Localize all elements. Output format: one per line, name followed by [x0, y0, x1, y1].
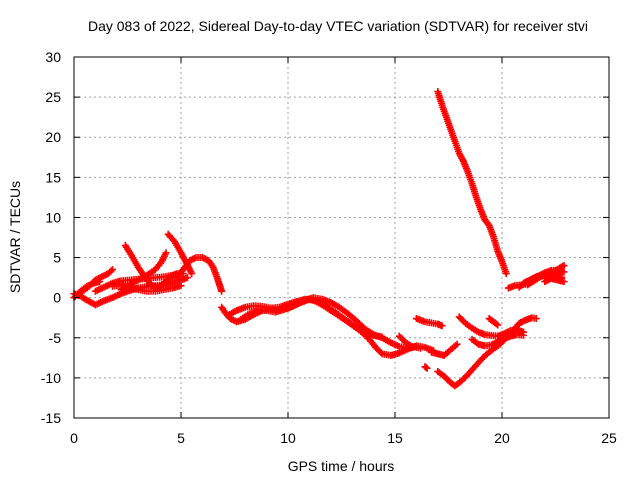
- x-tick-label: 25: [601, 430, 617, 446]
- data-point: [183, 274, 191, 282]
- y-tick-label: 0: [53, 290, 61, 306]
- y-tick-label: -10: [41, 370, 61, 386]
- data-point: [453, 340, 461, 348]
- x-tick-label: 15: [387, 430, 403, 446]
- data-point: [107, 267, 115, 275]
- data-point: [109, 266, 117, 274]
- y-tick-label: 20: [45, 129, 61, 145]
- data-point: [438, 322, 446, 330]
- chart-title: Day 083 of 2022, Sidereal Day-to-day VTE…: [88, 18, 588, 34]
- data-point: [378, 333, 386, 341]
- y-tick-label: 25: [45, 89, 61, 105]
- data-point: [423, 364, 431, 372]
- plot-points: [70, 87, 568, 390]
- data-point: [494, 321, 502, 329]
- data-point: [218, 287, 226, 295]
- x-tick-label: 10: [280, 430, 296, 446]
- data-point: [502, 270, 510, 278]
- data-point: [177, 282, 185, 290]
- data-point: [417, 344, 425, 352]
- data-point: [492, 320, 500, 328]
- y-tick-label: -15: [41, 410, 61, 426]
- data-point: [162, 249, 170, 257]
- y-axis-label: SDTVAR / TECUs: [7, 181, 23, 293]
- grid: [74, 57, 609, 418]
- tick-labels: 0 5 10 15 20 25 -15 -10 -5 0 5 10 15 20 25 30: [41, 49, 617, 446]
- plot-frame: [73, 56, 610, 419]
- data-point: [560, 278, 568, 286]
- data-point: [559, 262, 567, 270]
- ticks: [73, 56, 610, 419]
- data-point: [422, 363, 430, 371]
- data-point: [532, 315, 540, 323]
- y-tick-label: 5: [53, 250, 61, 266]
- y-tick-label: 10: [45, 209, 61, 225]
- y-tick-label: -5: [49, 330, 62, 346]
- y-tick-label: 30: [45, 49, 61, 65]
- data-point: [560, 268, 568, 276]
- x-tick-label: 5: [177, 430, 185, 446]
- x-tick-label: 0: [70, 430, 78, 446]
- x-axis-label: GPS time / hours: [288, 458, 395, 474]
- data-point: [560, 262, 568, 270]
- x-tick-label: 20: [494, 430, 510, 446]
- y-tick-label: 15: [45, 169, 61, 185]
- data-point: [519, 331, 527, 339]
- data-point: [188, 270, 196, 278]
